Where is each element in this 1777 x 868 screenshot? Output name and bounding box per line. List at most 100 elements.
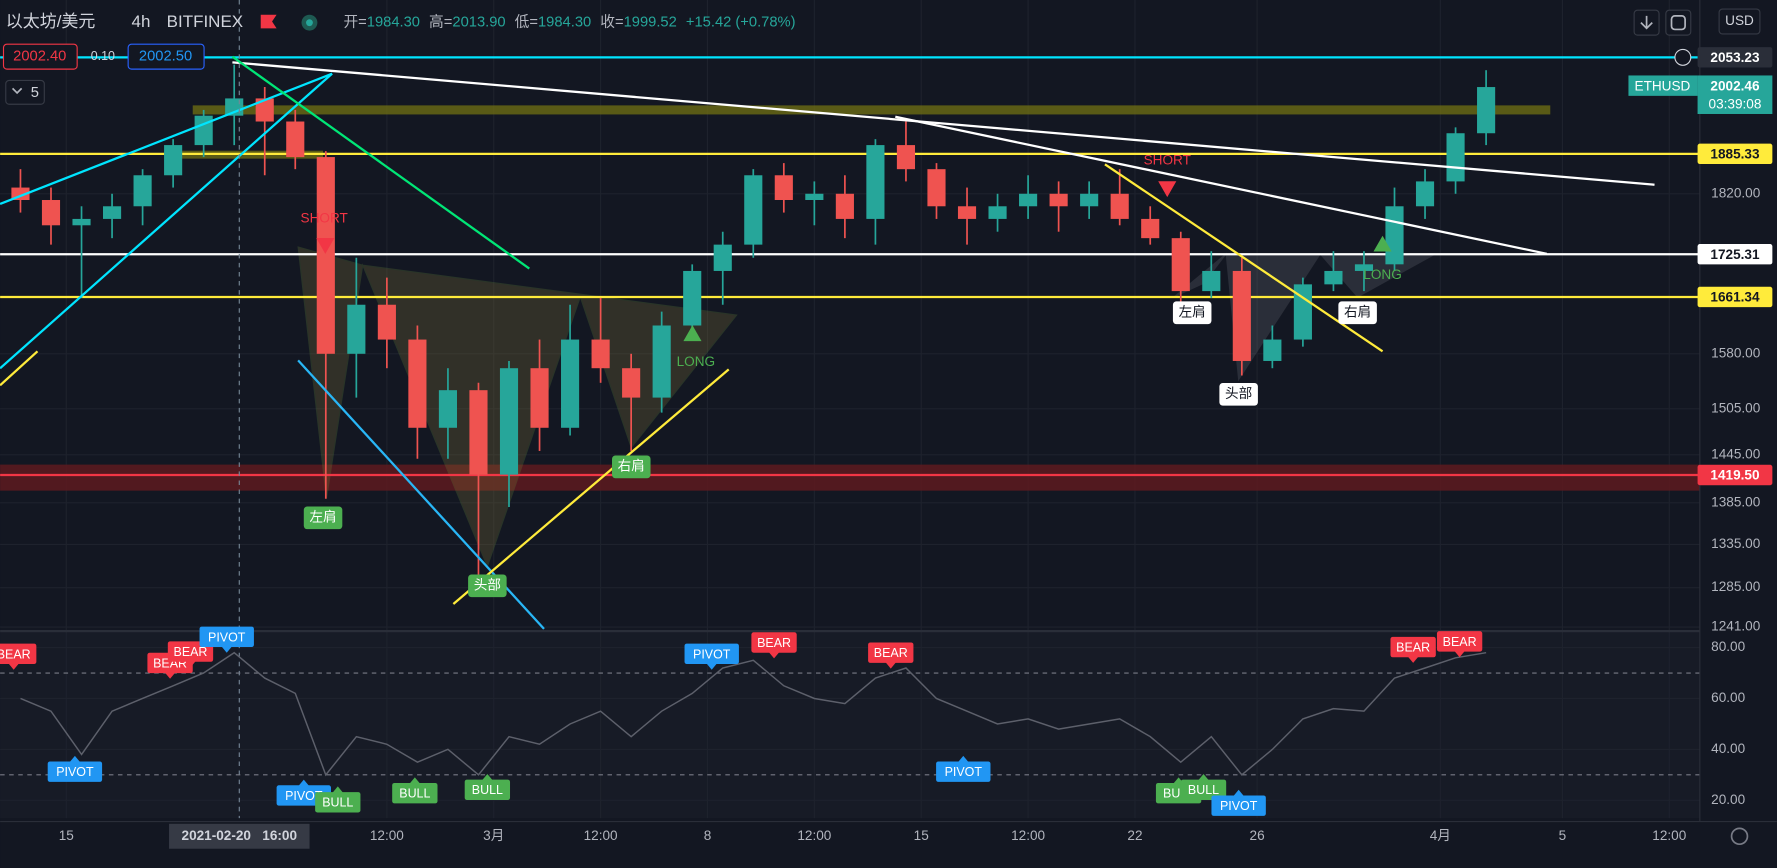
ohlc-value: 1999.52 bbox=[624, 15, 677, 31]
signal-text: BEAR bbox=[1396, 640, 1430, 654]
signal-text: PIVOT bbox=[285, 789, 323, 803]
candle-body bbox=[1202, 270, 1221, 292]
price-line-label: 1419.50 bbox=[1710, 468, 1759, 483]
candle-body bbox=[774, 175, 793, 201]
pattern-label-box bbox=[468, 574, 507, 598]
candle-body bbox=[1080, 193, 1099, 207]
trendline bbox=[1104, 163, 1384, 353]
signal-pointer bbox=[1232, 789, 1245, 797]
sell-price: 2002.40 bbox=[13, 49, 66, 65]
signal-box bbox=[1180, 779, 1227, 801]
countdown: 03:39:08 bbox=[1709, 97, 1762, 112]
signal-box bbox=[199, 626, 254, 648]
indicator-toggle[interactable] bbox=[5, 79, 45, 105]
crosshair-label: 2021-02-20 16:00 bbox=[182, 828, 298, 843]
flag-icon[interactable] bbox=[260, 14, 277, 29]
pattern-label-box bbox=[1172, 301, 1212, 325]
signal-text: BEAR bbox=[0, 647, 31, 661]
signal-marker bbox=[316, 237, 335, 254]
x-tick-label: 5 bbox=[1559, 828, 1567, 843]
signal-pointer bbox=[1453, 650, 1466, 658]
signal-marker bbox=[683, 325, 702, 342]
candle-body bbox=[72, 218, 91, 226]
y-tick-label: 1820.00 bbox=[1711, 185, 1761, 200]
price-line-label-box bbox=[1697, 286, 1773, 308]
x-tick-label: 22 bbox=[1127, 828, 1142, 843]
price-line-label-box bbox=[1697, 47, 1773, 68]
rsi-pane bbox=[0, 632, 1700, 819]
status-dot bbox=[306, 19, 313, 27]
ohlc-label: 高= bbox=[429, 14, 452, 31]
trendline bbox=[0, 72, 333, 370]
zone bbox=[0, 464, 1700, 491]
x-tick-label: 8 bbox=[704, 828, 712, 843]
x-tick-label: 12:00 bbox=[1652, 828, 1686, 843]
signal-box bbox=[1436, 631, 1483, 652]
trendline bbox=[452, 368, 730, 605]
price-line-label-box bbox=[1697, 244, 1773, 265]
sell-box[interactable] bbox=[2, 43, 78, 70]
candle-body bbox=[805, 193, 824, 201]
candle-body bbox=[102, 206, 122, 219]
signal-pointer bbox=[332, 786, 344, 794]
signal-text: PIVOT bbox=[945, 765, 983, 779]
candle-body bbox=[1110, 193, 1129, 219]
x-tick-label: 26 bbox=[1250, 828, 1265, 843]
candle-body bbox=[927, 169, 946, 207]
signal-pointer bbox=[706, 662, 718, 670]
refresh-button[interactable] bbox=[1665, 9, 1692, 36]
signal-box bbox=[464, 779, 511, 801]
x-tick-label: 12:00 bbox=[1011, 828, 1045, 843]
candle-body bbox=[1293, 284, 1312, 340]
y-tick-label: 1285.00 bbox=[1711, 579, 1761, 594]
signal-pointer bbox=[1197, 773, 1210, 781]
pattern-label-box bbox=[1338, 301, 1377, 325]
signal-label: LONG bbox=[677, 354, 715, 369]
candle-body bbox=[835, 193, 854, 219]
candle-body bbox=[866, 145, 885, 219]
signal-text: BEAR bbox=[874, 646, 908, 660]
currency: USD bbox=[1725, 13, 1754, 28]
candle-body bbox=[286, 121, 305, 158]
currency-button[interactable] bbox=[1718, 8, 1761, 35]
price-line-label-box bbox=[1697, 143, 1773, 165]
pattern-label-box bbox=[1219, 383, 1258, 406]
signal-pointer bbox=[768, 651, 780, 659]
y-tick-label: 1335.00 bbox=[1711, 536, 1761, 551]
pattern-label-box bbox=[612, 455, 651, 479]
signal-pointer bbox=[1407, 656, 1419, 663]
candle-body bbox=[1446, 133, 1465, 182]
buy-box[interactable] bbox=[127, 43, 205, 70]
signal-pointer bbox=[164, 671, 176, 679]
ohlc: 开=1984.30 高=2013.90 低=1984.30 收=1999.52 +15.… bbox=[343, 14, 795, 31]
candle-body bbox=[591, 339, 610, 369]
signal-pointer bbox=[409, 777, 421, 785]
settings-button[interactable] bbox=[1730, 827, 1749, 846]
last-price: 2002.46 bbox=[1710, 78, 1760, 93]
candle-body bbox=[530, 368, 549, 428]
signal-label: LONG bbox=[1363, 267, 1401, 282]
symbol-label: ETHUSD bbox=[1635, 78, 1691, 93]
signal-pointer bbox=[8, 662, 20, 670]
add-button[interactable] bbox=[1674, 48, 1692, 66]
candle-body bbox=[1477, 87, 1496, 134]
pattern-label: 左肩 bbox=[309, 509, 336, 524]
indicator-count: 5 bbox=[31, 85, 39, 101]
candle-body bbox=[957, 206, 977, 219]
price-line-label: 1661.34 bbox=[1710, 290, 1760, 305]
candle-body bbox=[744, 175, 763, 245]
chevron bbox=[11, 87, 23, 95]
ohlc-label: 低= bbox=[515, 14, 538, 31]
y-tick-label: 60.00 bbox=[1711, 690, 1745, 705]
trendline bbox=[231, 55, 530, 270]
signal-text: BULL bbox=[1188, 783, 1219, 797]
candle-body bbox=[561, 339, 580, 428]
signal-box bbox=[751, 632, 797, 653]
candle-body bbox=[316, 157, 335, 354]
zone bbox=[192, 105, 1551, 115]
candle-body bbox=[499, 368, 519, 475]
signal-label: SHORT bbox=[301, 210, 348, 225]
pattern-label: 头部 bbox=[474, 577, 501, 592]
